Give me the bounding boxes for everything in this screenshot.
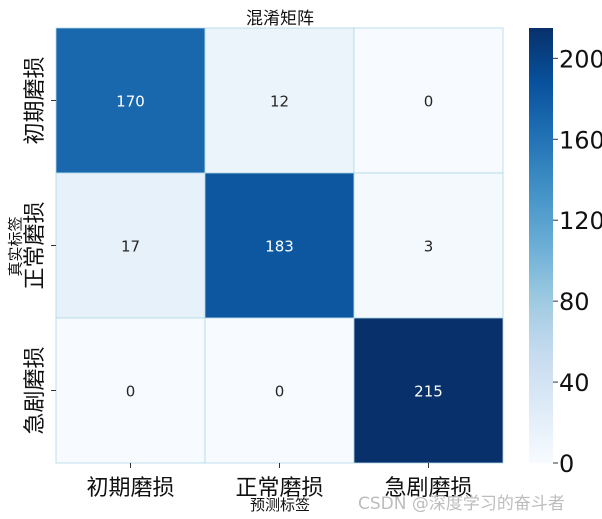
heatmap-cell-labels: 170 12 0 17 183 3 0 0 215 <box>116 93 443 401</box>
colorbar-tick-label-3: 120 <box>559 207 602 235</box>
y-tick-label-1: 正常磨损 <box>23 201 48 289</box>
chart-title: 混淆矩阵 <box>246 9 314 29</box>
watermark-text: CSDN @深度学习的奋斗者 <box>358 494 565 514</box>
heatmap-cells <box>55 27 504 464</box>
cell-value-r0-c1: 12 <box>270 93 289 111</box>
heatmap-cell-r2-c1 <box>204 317 355 464</box>
colorbar-tick-label-4: 160 <box>559 126 602 154</box>
heatmap-cell-r0-c0 <box>55 27 206 174</box>
colorbar <box>529 28 553 463</box>
y-tick-label-2: 急剧磨损 <box>23 346 48 434</box>
x-tick-label-1: 正常磨损 <box>235 476 323 501</box>
heatmap-cell-r1-c1 <box>204 172 355 319</box>
colorbar-tick-label-1: 40 <box>559 369 590 397</box>
cell-value-r1-c2: 3 <box>424 238 434 256</box>
cell-value-r0-c0: 170 <box>116 93 145 111</box>
cell-value-r0-c2: 0 <box>424 93 434 111</box>
heatmap-cell-r0-c2 <box>353 27 504 174</box>
colorbar-tick-label-2: 80 <box>559 288 590 316</box>
y-tick-label-0: 初期磨损 <box>23 56 48 144</box>
heatmap-cell-r1-c0 <box>55 172 206 319</box>
colorbar-tick-label-5: 200 <box>559 45 602 73</box>
cell-value-r1-c1: 183 <box>265 238 294 256</box>
x-axis-label: 预测标签 <box>249 496 310 514</box>
y-axis-label: 真实标签 <box>6 216 25 277</box>
heatmap-cell-r0-c1 <box>204 27 355 174</box>
heatmap-cell-r2-c0 <box>55 317 206 464</box>
cell-value-r2-c2: 215 <box>414 383 443 401</box>
colorbar-tick-label-0: 0 <box>559 450 574 478</box>
cell-value-r2-c0: 0 <box>126 383 136 401</box>
colorbar-ticks: 0 40 80 120 160 200 <box>553 45 602 478</box>
x-axis-ticks: 初期磨损 正常磨损 急剧磨损 <box>86 463 473 501</box>
heatmap-cell-r1-c2 <box>353 172 504 319</box>
cell-value-r2-c1: 0 <box>275 383 285 401</box>
cell-value-r1-c0: 17 <box>121 238 140 256</box>
x-tick-label-2: 急剧磨损 <box>384 476 472 501</box>
x-tick-label-0: 初期磨损 <box>86 476 174 501</box>
